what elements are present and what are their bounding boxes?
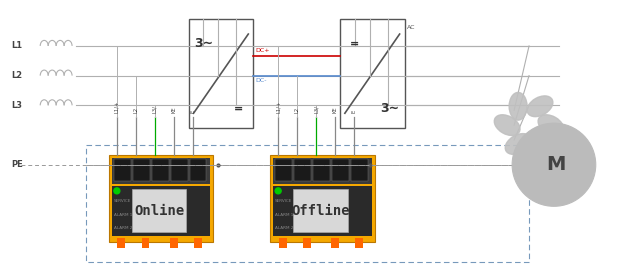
- Text: DC-: DC-: [255, 78, 266, 83]
- Circle shape: [275, 188, 281, 194]
- Bar: [112, 186, 210, 237]
- Text: KE: KE: [333, 107, 338, 113]
- Bar: [190, 159, 207, 181]
- Text: L2: L2: [295, 107, 300, 113]
- Ellipse shape: [531, 130, 549, 158]
- Bar: [117, 238, 125, 248]
- Bar: [355, 238, 363, 248]
- Text: E: E: [352, 110, 357, 113]
- Bar: [114, 159, 131, 181]
- Bar: [331, 238, 339, 248]
- Text: ALARM 2: ALARM 2: [275, 227, 294, 230]
- Text: KE: KE: [171, 107, 176, 113]
- Bar: [351, 159, 368, 181]
- Bar: [340, 19, 404, 128]
- Bar: [132, 189, 186, 232]
- Text: L2: L2: [134, 107, 139, 113]
- Bar: [109, 155, 214, 242]
- Bar: [133, 159, 150, 181]
- Bar: [171, 159, 188, 181]
- Text: L1/+: L1/+: [115, 101, 119, 113]
- Text: 3∼: 3∼: [194, 38, 213, 51]
- Circle shape: [512, 123, 596, 206]
- Bar: [188, 19, 253, 128]
- Text: L1: L1: [11, 41, 23, 51]
- Bar: [86, 145, 529, 262]
- Text: L3/: L3/: [314, 105, 319, 113]
- Text: SERVICE: SERVICE: [114, 199, 131, 203]
- Text: L2: L2: [11, 71, 23, 80]
- Text: AC: AC: [406, 25, 415, 30]
- Text: 3∼: 3∼: [380, 102, 399, 115]
- Ellipse shape: [505, 134, 531, 154]
- Text: L3/: L3/: [152, 105, 158, 113]
- Text: ALARM 1: ALARM 1: [114, 213, 132, 217]
- Text: =: =: [234, 103, 243, 113]
- Bar: [152, 159, 169, 181]
- Text: Online: Online: [134, 204, 184, 218]
- Circle shape: [114, 188, 120, 194]
- Text: L3: L3: [11, 101, 22, 110]
- Text: PE: PE: [11, 160, 23, 169]
- Text: SERVICE: SERVICE: [275, 199, 292, 203]
- Ellipse shape: [527, 96, 553, 117]
- Text: DC+: DC+: [255, 48, 270, 53]
- Bar: [194, 238, 202, 248]
- Bar: [273, 186, 372, 237]
- Bar: [313, 159, 330, 181]
- Text: =: =: [350, 39, 360, 49]
- Ellipse shape: [495, 115, 520, 136]
- Bar: [169, 238, 178, 248]
- Text: L1/+: L1/+: [276, 101, 280, 113]
- Bar: [112, 158, 210, 184]
- Text: Offline: Offline: [291, 204, 350, 218]
- Text: ALARM 1: ALARM 1: [275, 213, 294, 217]
- Bar: [332, 159, 349, 181]
- Text: E: E: [190, 110, 195, 113]
- Bar: [278, 238, 287, 248]
- Text: M: M: [546, 155, 566, 174]
- Bar: [293, 189, 348, 232]
- Bar: [142, 238, 149, 248]
- Bar: [294, 159, 311, 181]
- Text: ALARM 2: ALARM 2: [114, 227, 132, 230]
- Ellipse shape: [509, 92, 527, 120]
- Bar: [273, 158, 372, 184]
- Bar: [270, 155, 375, 242]
- Bar: [275, 159, 292, 181]
- Bar: [303, 238, 311, 248]
- Ellipse shape: [538, 115, 564, 136]
